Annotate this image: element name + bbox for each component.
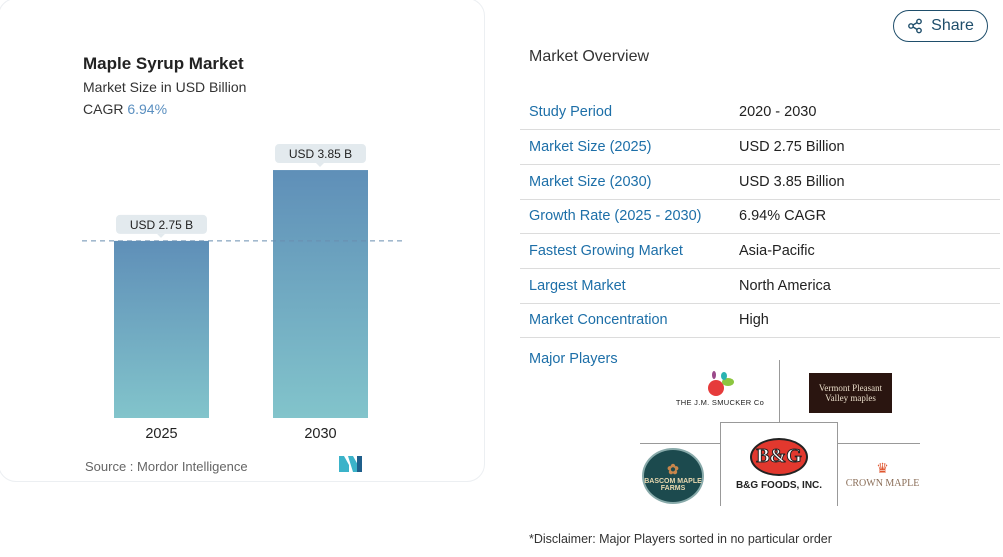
cagr-label: CAGR <box>83 101 124 117</box>
data-label: USD 2.75 B <box>130 218 193 232</box>
share-label: Share <box>931 17 974 34</box>
overview-row: Growth Rate (2025 - 2030) 6.94% CAGR <box>520 199 1000 235</box>
overview-title: Market Overview <box>529 48 650 65</box>
data-label-pointer <box>316 163 324 168</box>
row-label: Growth Rate (2025 - 2030) <box>520 199 739 235</box>
data-label-bg <box>275 144 366 164</box>
row-value: High <box>739 303 1000 339</box>
major-players-label: Major Players <box>529 351 618 367</box>
row-value: 2020 - 2030 <box>739 95 1000 131</box>
overview-row: Market Size (2025) USD 2.75 Billion <box>520 129 1000 165</box>
row-value: USD 3.85 Billion <box>739 164 1000 200</box>
disclaimer: *Disclaimer: Major Players sorted in no … <box>529 532 832 546</box>
cagr-value: 6.94% <box>127 101 168 117</box>
overview-row: Market Size (2030) USD 3.85 Billion <box>520 164 1000 200</box>
overview-row: Study Period 2020 - 2030 <box>520 95 1000 131</box>
player-logo-pleasant-valley: Vermont Pleasant Valley maples <box>809 373 892 413</box>
overview-row: Largest Market North America <box>520 268 1000 304</box>
bar-2025 <box>114 240 209 418</box>
row-label: Market Concentration <box>520 303 739 339</box>
row-value: Asia-Pacific <box>739 233 1000 269</box>
row-label: Largest Market <box>520 268 739 304</box>
mordor-logo-icon <box>339 456 362 472</box>
player-logo-bg-foods: B&G B&G FOODS, INC. <box>725 434 833 494</box>
player-logo-bascom: ✿ BASCOM MAPLE FARMS <box>642 448 704 504</box>
row-label: Fastest Growing Market <box>520 233 739 269</box>
chart-title: Maple Syrup Market <box>83 54 244 73</box>
bar-chart: USD 2.75 B 2025 USD 3.85 B 2030 <box>82 144 402 442</box>
row-label: Study Period <box>520 95 739 131</box>
overview-row: Market Concentration High <box>520 303 1000 339</box>
row-value: 6.94% CAGR <box>739 199 1000 235</box>
overview-row: Fastest Growing Market Asia-Pacific <box>520 233 1000 269</box>
x-tick-label: 2025 <box>145 426 177 442</box>
share-button[interactable]: Share <box>893 10 988 42</box>
data-label: USD 3.85 B <box>289 147 352 161</box>
divider <box>779 360 780 422</box>
crown-icon: ♛ <box>876 461 889 477</box>
smucker-fruit-icon <box>708 370 734 396</box>
chart-card <box>0 0 485 482</box>
data-label-bg <box>116 214 207 234</box>
player-logo-crown-maple: ♛ CROWN MAPLE <box>845 461 920 489</box>
chart-source: Source : Mordor Intelligence <box>85 459 248 474</box>
row-label: Market Size (2025) <box>520 129 739 165</box>
row-value: USD 2.75 Billion <box>739 129 1000 165</box>
player-logo-smucker: THE J.M. SMUCKER Co <box>670 363 770 413</box>
x-tick-label: 2030 <box>304 426 336 442</box>
data-label-pointer <box>157 233 165 238</box>
chart-subtitle: Market Size in USD Billion <box>83 79 247 95</box>
bg-emblem-icon: B&G <box>750 437 808 476</box>
overview-table: Study Period 2020 - 2030 Market Size (2025… <box>520 95 1000 339</box>
share-icon <box>908 18 923 34</box>
row-value: North America <box>739 268 1000 304</box>
row-label: Market Size (2030) <box>520 164 739 200</box>
bar-2030 <box>273 170 368 418</box>
chart-cagr: CAGR 6.94% <box>83 101 167 117</box>
